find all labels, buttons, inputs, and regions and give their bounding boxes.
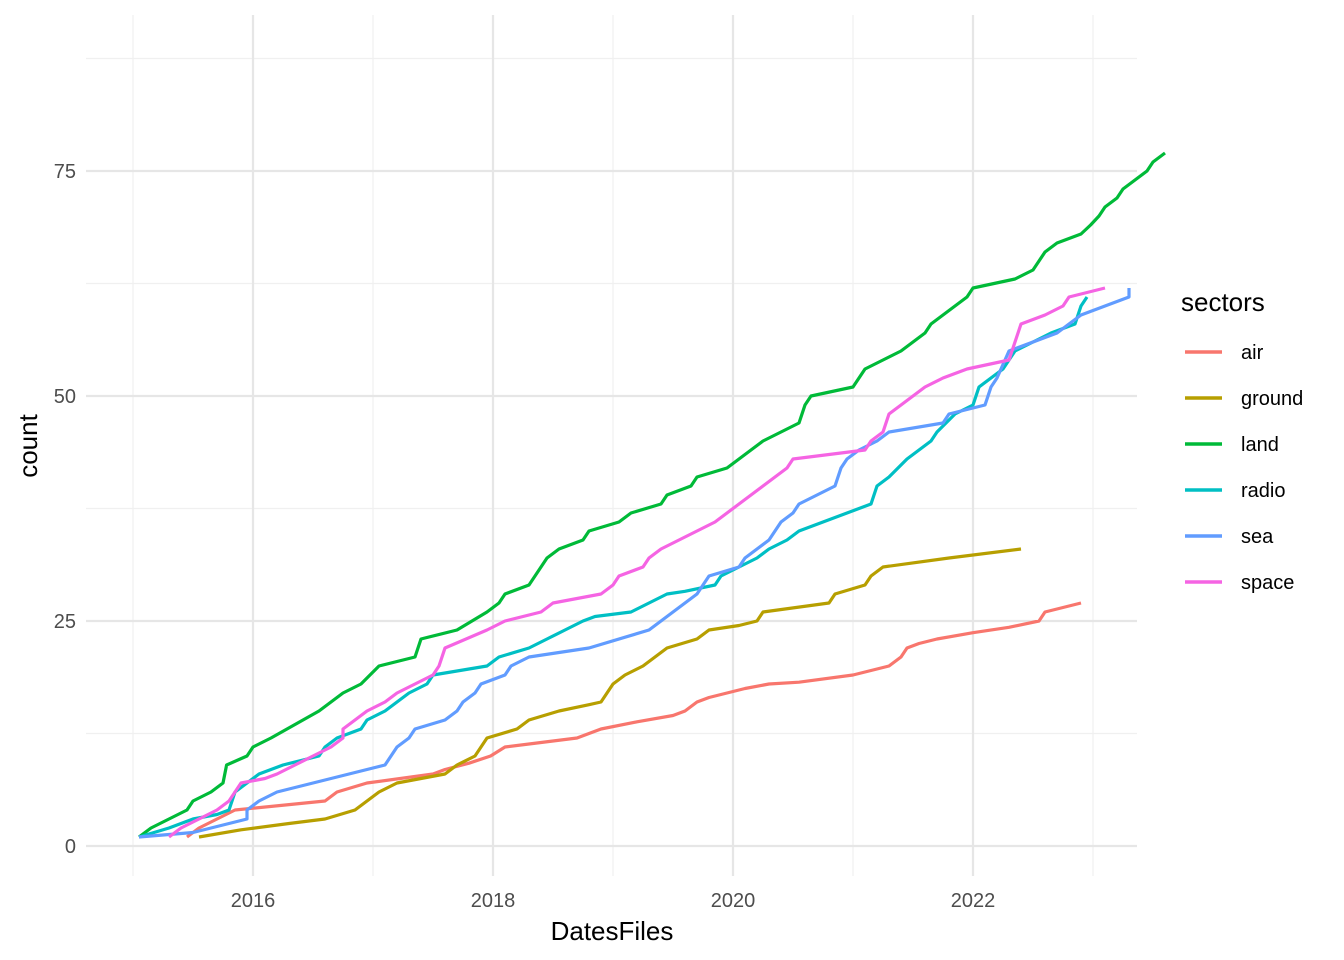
series-line-ground [198, 547, 1022, 839]
y-tick-label: 75 [54, 161, 76, 183]
legend-item-radio: radio [1185, 480, 1285, 502]
legend-item-sea: sea [1185, 526, 1274, 548]
legend-item-ground: ground [1185, 388, 1303, 410]
series-line-space [168, 286, 1106, 839]
legend-item-space: space [1185, 572, 1294, 594]
series-line-radio [138, 296, 1089, 839]
plot-series [138, 151, 1166, 839]
legend-label: land [1241, 434, 1279, 456]
axis-ticks: 2016 2018 2020 2022 0 25 50 75 [54, 161, 996, 912]
legend-items: air ground land radio sea space [1185, 342, 1303, 594]
legend-item-land: land [1185, 434, 1279, 456]
x-tick-label: 2020 [711, 890, 756, 912]
legend-label: air [1241, 342, 1264, 364]
legend-item-air: air [1185, 342, 1264, 364]
legend-label: sea [1241, 526, 1274, 548]
x-tick-label: 2018 [471, 890, 516, 912]
x-tick-label: 2022 [951, 890, 996, 912]
legend-title: sectors [1181, 287, 1265, 317]
y-axis-title: count [13, 413, 43, 477]
legend-label: ground [1241, 388, 1303, 410]
y-tick-label: 50 [54, 386, 76, 408]
y-tick-label: 0 [65, 836, 76, 858]
x-tick-label: 2016 [231, 890, 276, 912]
series-line-sea [138, 288, 1131, 839]
legend: sectors air ground land radio sea space [1181, 287, 1303, 594]
legend-label: radio [1241, 480, 1285, 502]
series-line-air [186, 601, 1082, 839]
grid [86, 15, 1137, 876]
x-axis-title: DatesFiles [551, 916, 674, 946]
legend-label: space [1241, 572, 1294, 594]
y-tick-label: 25 [54, 611, 76, 633]
series-line-land [138, 151, 1166, 839]
